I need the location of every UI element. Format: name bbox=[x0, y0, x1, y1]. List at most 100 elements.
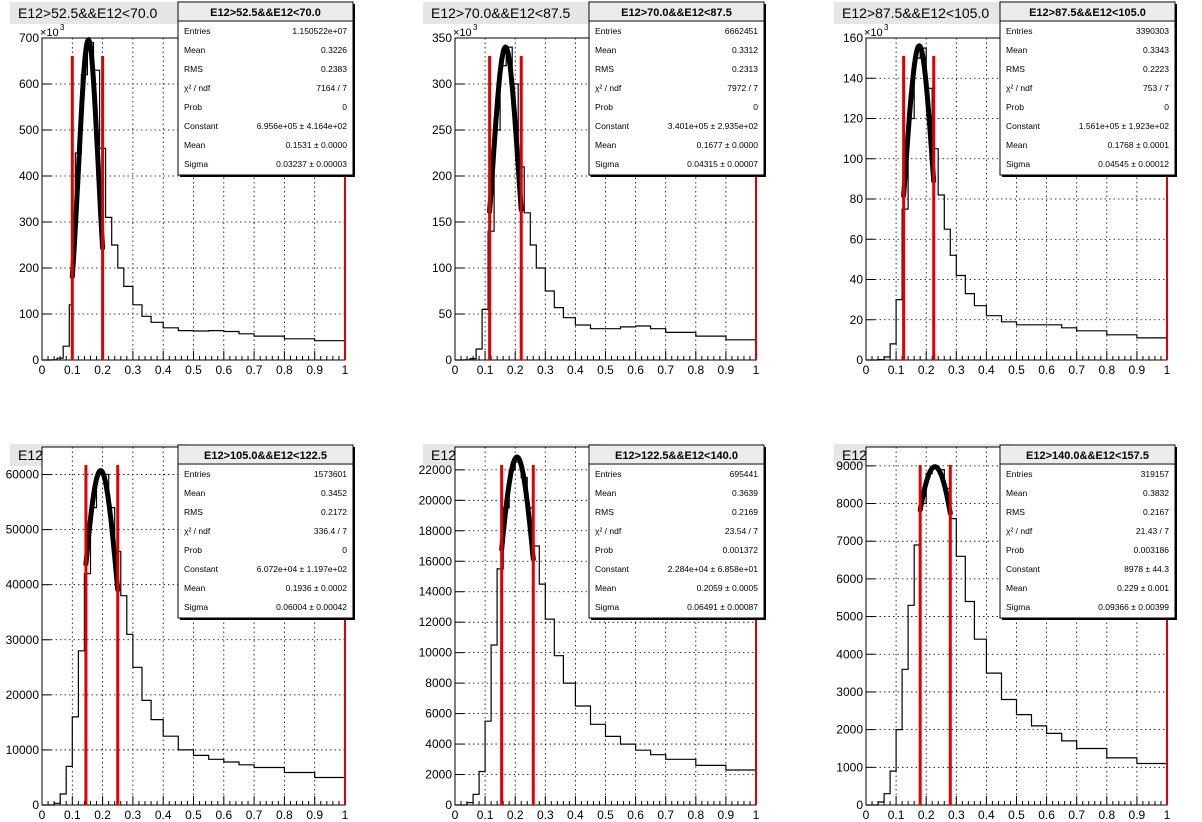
stats-row-value: 6.956e+05 ± 4.164e+02 bbox=[257, 121, 347, 131]
stats-row-label: Entries bbox=[1006, 26, 1032, 36]
y-tick-label: 9000 bbox=[836, 459, 863, 473]
stats-row-value: 8978 ± 44.3 bbox=[1124, 564, 1169, 574]
y-tick-label: 140 bbox=[843, 71, 863, 85]
stats-row-label: χ² / ndf bbox=[1006, 526, 1033, 536]
stats-row-value: 695441 bbox=[730, 469, 759, 479]
y-tick-label: 16000 bbox=[419, 554, 453, 568]
x-tick-label: 0.4 bbox=[155, 363, 172, 377]
chart-title: E12>70.0&&E12<87.5 bbox=[431, 5, 571, 21]
chart-title: E12>87.5&&E12<105.0 bbox=[842, 5, 989, 21]
x-tick-label: 0.1 bbox=[64, 363, 81, 377]
x-tick-label: 0.9 bbox=[718, 363, 735, 377]
stats-box bbox=[177, 1, 354, 176]
y-tick-label: 1000 bbox=[836, 760, 863, 774]
x-tick-label: 0.3 bbox=[537, 363, 554, 377]
stats-row-value: 0.03237 ± 0.00003 bbox=[276, 159, 347, 169]
stats-row-value: 0 bbox=[342, 545, 347, 555]
stats-box-header-bg bbox=[1001, 446, 1174, 463]
histogram-panel: E12>122.5&&E12<140.0 0 0.1 0.2 0.3 0.4 0.5 0.6 0… bbox=[419, 444, 766, 822]
x-tick-label: 0.5 bbox=[1008, 808, 1025, 822]
stats-box-header-bg bbox=[590, 3, 763, 20]
y-tick-label: 2000 bbox=[425, 768, 452, 782]
stats-row-value: 1.561e+05 ± 1.923e+02 bbox=[1079, 121, 1169, 131]
stats-row-value: 0.3639 bbox=[732, 488, 758, 498]
stats-box bbox=[588, 1, 765, 176]
y-axis-exponent-power: 3 bbox=[884, 23, 889, 32]
stats-box-header: E12>52.5&&E12<70.0 bbox=[210, 7, 321, 19]
stats-row-label: Sigma bbox=[1006, 159, 1030, 169]
x-tick-label: 0 bbox=[39, 808, 46, 822]
x-tick-label: 0.3 bbox=[125, 808, 142, 822]
gaussian-fit-curve bbox=[69, 36, 106, 280]
stats-row-label: Constant bbox=[184, 564, 219, 574]
stats-row-label: Sigma bbox=[1006, 602, 1030, 612]
x-tick-label: 0.2 bbox=[507, 363, 524, 377]
histogram-line bbox=[866, 47, 1168, 361]
chart-title: E12>52.5&&E12<70.0 bbox=[18, 5, 158, 21]
y-tick-label: 300 bbox=[19, 215, 39, 229]
x-tick-label: 0.7 bbox=[246, 363, 263, 377]
x-tick-label: 0.2 bbox=[94, 808, 111, 822]
x-tick-label: 0.1 bbox=[888, 808, 905, 822]
x-tick-label: 0.7 bbox=[246, 808, 263, 822]
stats-row-value: 1573601 bbox=[314, 469, 347, 479]
y-tick-label: 250 bbox=[432, 123, 452, 137]
x-tick-label: 1 bbox=[753, 808, 760, 822]
stats-box bbox=[177, 444, 354, 619]
stats-box-header: E12>70.0&&E12<87.5 bbox=[621, 7, 732, 19]
stats-row-label: Mean bbox=[1006, 488, 1028, 498]
stats-row-value: 0.2383 bbox=[321, 64, 347, 74]
x-tick-label: 0.4 bbox=[567, 808, 584, 822]
x-tick-label: 0.6 bbox=[1038, 363, 1055, 377]
x-tick-label: 0.1 bbox=[477, 363, 494, 377]
x-tick-label: 0.3 bbox=[948, 363, 965, 377]
y-tick-label: 40000 bbox=[6, 578, 40, 592]
x-tick-label: 0.6 bbox=[627, 363, 644, 377]
y-tick-label: 150 bbox=[432, 215, 452, 229]
x-tick-label: 0.8 bbox=[687, 808, 704, 822]
y-axis-exponent: ×10 bbox=[40, 27, 59, 39]
stats-row-value: 3.401e+05 ± 2.935e+02 bbox=[668, 121, 758, 131]
y-tick-label: 600 bbox=[19, 77, 39, 91]
y-tick-label: 100 bbox=[432, 261, 452, 275]
stats-row-label: Prob bbox=[184, 102, 202, 112]
stats-row-label: Prob bbox=[184, 545, 202, 555]
x-tick-label: 0.6 bbox=[1038, 808, 1055, 822]
x-tick-label: 0.9 bbox=[1129, 808, 1146, 822]
stats-row-value: 0.3832 bbox=[1143, 488, 1169, 498]
title-background bbox=[10, 2, 188, 24]
x-tick-label: 0.9 bbox=[306, 363, 323, 377]
y-tick-label: 0 bbox=[856, 353, 863, 367]
y-tick-label: 50 bbox=[439, 307, 453, 321]
y-tick-label: 300 bbox=[432, 77, 452, 91]
y-tick-label: 8000 bbox=[836, 497, 863, 511]
stats-row-value: 0.2167 bbox=[1143, 507, 1169, 517]
stats-row-value: 0.3343 bbox=[1143, 45, 1169, 55]
y-tick-label: 80 bbox=[850, 192, 864, 206]
stats-row-label: χ² / ndf bbox=[595, 526, 622, 536]
x-tick-label: 0.1 bbox=[477, 808, 494, 822]
stats-row-value: 0.1936 ± 0.0002 bbox=[286, 583, 348, 593]
stats-row-label: Sigma bbox=[184, 602, 208, 612]
stats-row-label: Mean bbox=[184, 583, 206, 593]
stats-box bbox=[999, 444, 1176, 619]
stats-row-label: Mean bbox=[184, 488, 206, 498]
x-tick-label: 0.7 bbox=[657, 363, 674, 377]
stats-row-value: 0.3226 bbox=[321, 45, 347, 55]
x-tick-label: 0.4 bbox=[978, 808, 995, 822]
y-tick-label: 3000 bbox=[836, 685, 863, 699]
y-tick-label: 10000 bbox=[6, 743, 40, 757]
x-tick-label: 0.6 bbox=[215, 808, 232, 822]
y-tick-label: 200 bbox=[19, 261, 39, 275]
stats-row-value: 0 bbox=[1164, 102, 1169, 112]
x-tick-label: 0.5 bbox=[1008, 363, 1025, 377]
y-tick-label: 7000 bbox=[836, 534, 863, 548]
stats-row-label: Sigma bbox=[184, 159, 208, 169]
y-tick-label: 350 bbox=[432, 31, 452, 45]
stats-row-label: RMS bbox=[595, 507, 614, 517]
y-tick-label: 60000 bbox=[6, 468, 40, 482]
stats-row-value: 0.2223 bbox=[1143, 64, 1169, 74]
x-tick-label: 1 bbox=[1164, 363, 1171, 377]
x-tick-label: 0.6 bbox=[215, 363, 232, 377]
stats-row-value: 23.54 / 7 bbox=[725, 526, 758, 536]
